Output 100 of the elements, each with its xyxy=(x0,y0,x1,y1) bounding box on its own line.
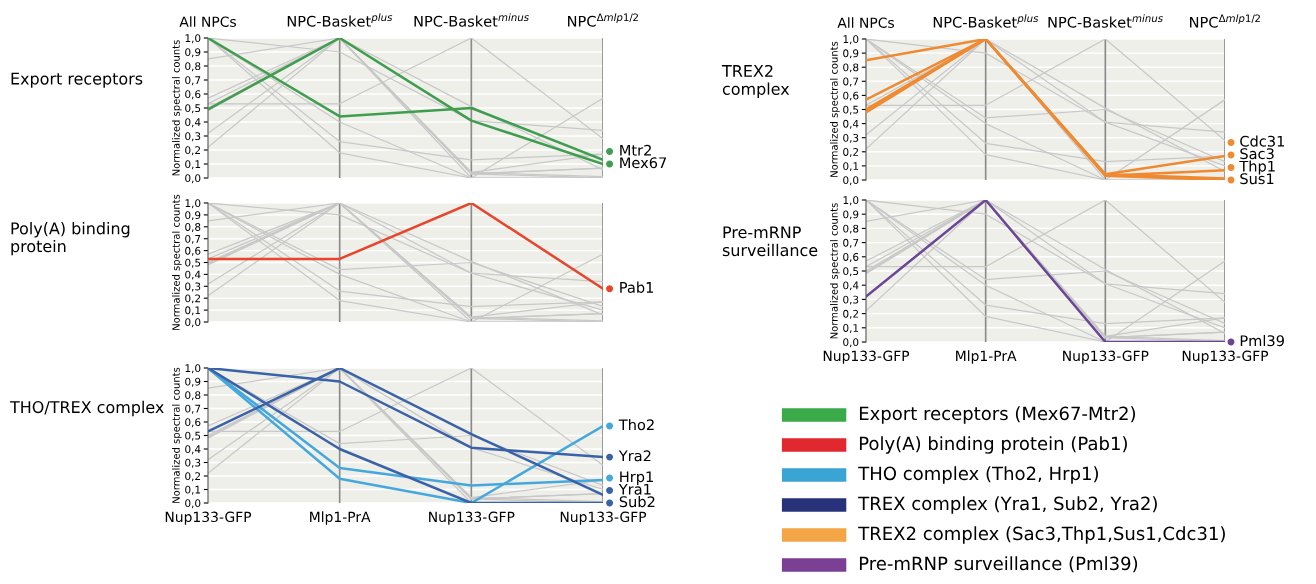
y-tick-label: 0,1 xyxy=(185,485,201,495)
y-tick-label: 0,0 xyxy=(843,176,859,186)
legend-label: Tho2 xyxy=(618,418,654,431)
y-tick-label: 0,2 xyxy=(843,309,859,319)
y-tick-label: 0,4 xyxy=(185,118,201,128)
text: THO/TREX complex xyxy=(9,400,164,417)
x-tick-label: All NPCs xyxy=(837,17,894,28)
y-tick-label: 0,6 xyxy=(185,246,201,256)
y-tick-label: 0,6 xyxy=(843,91,859,101)
y-tick-label: 0,3 xyxy=(185,458,201,468)
legend-label: Mex67 xyxy=(620,157,667,169)
x-tick-label: NPC-Basket$^{plus}$ xyxy=(287,13,393,27)
category-label: TREX complex (Yra1, Sub2, Yra2) xyxy=(858,496,1157,514)
y-tick-label: 0,5 xyxy=(843,267,859,277)
y-tick-label: 0,1 xyxy=(843,324,859,333)
category-label: Poly(A) binding protein (Pab1) xyxy=(859,436,1127,454)
text: Export receptors xyxy=(11,72,143,88)
x-tick-label: NPC-Basket$^{minus}$ xyxy=(1048,14,1163,28)
y-tick-label: 1,0 xyxy=(843,196,859,206)
y-tick-label: 0,2 xyxy=(185,146,201,156)
legend-label: Sus1 xyxy=(1240,173,1274,185)
y-tick-label: 0,8 xyxy=(185,62,201,72)
y-tick-label: 0,2 xyxy=(843,148,859,157)
y-tick-label: 0,4 xyxy=(843,119,859,129)
legend-label: Sub2 xyxy=(619,495,655,508)
y-tick-label: 0,1 xyxy=(185,306,201,316)
y-tick-label: 0,6 xyxy=(185,418,201,428)
category-label: Pre-mRNP surveillance (Pml39) xyxy=(859,556,1138,573)
y-tick-label: 0,3 xyxy=(185,282,201,292)
y-tick-label: 0,9 xyxy=(185,211,201,221)
text: Pre-mRNP surveillance xyxy=(722,226,818,257)
text: TREX2 complex xyxy=(721,64,790,98)
y-tick-label: 0,8 xyxy=(843,224,859,234)
y-tick-label: 1,0 xyxy=(185,364,201,374)
x-tick-label: NPC$^{Δmlp1/2}$ xyxy=(568,13,638,27)
y-tick-label: 0,1 xyxy=(843,162,859,172)
category-label: Export receptors (Mex67-Mtr2) xyxy=(859,406,1136,424)
y-tick-label: 0,5 xyxy=(185,431,201,441)
y-tick-label: 0,8 xyxy=(185,223,201,232)
y-tick-label: 0,8 xyxy=(185,391,201,401)
category-label: TREX2 complex (Sac3,Thp1,Sus1,Cdc31) xyxy=(858,526,1225,544)
y-tick-label: 0,6 xyxy=(185,90,201,100)
legend-label: Yra1 xyxy=(618,483,651,495)
y-tick-label: 0,5 xyxy=(843,105,859,115)
x-tick-label: Mlp1-PrA xyxy=(310,511,371,525)
x-tick-label: Nup133-GFP xyxy=(823,350,910,364)
y-tick-label: 0,0 xyxy=(185,499,201,509)
y-axis-title: Normalized spectral counts xyxy=(172,367,182,503)
y-tick-label: 0,8 xyxy=(843,63,859,73)
y-tick-label: 0,5 xyxy=(185,104,201,114)
x-tick-label: Nup133-GFP xyxy=(560,511,647,525)
legend-label: Sac3 xyxy=(1240,148,1274,160)
category-label: THO complex (Tho2, Hrp1) xyxy=(858,466,1098,484)
y-tick-label: 1,0 xyxy=(843,35,859,45)
y-tick-label: 0,0 xyxy=(843,338,859,348)
y-tick-label: 0,5 xyxy=(185,258,201,268)
x-tick-label: NPC$^{Δmlp1/2}$ xyxy=(1190,14,1260,28)
legend-label: Yra2 xyxy=(618,450,651,462)
y-tick-label: 0,7 xyxy=(185,76,201,86)
y-tick-label: 0,3 xyxy=(843,133,859,143)
x-tick-label: Nup133-GFP xyxy=(165,511,252,525)
x-tick-label: NPC-Basket$^{plus}$ xyxy=(933,14,1039,28)
y-tick-label: 0,3 xyxy=(185,132,201,142)
y-tick-label: 0,7 xyxy=(843,238,859,248)
x-tick-label: NPC-Basket$^{minus}$ xyxy=(414,13,529,27)
y-tick-label: 0,9 xyxy=(843,210,859,220)
legend-label: Mtr2 xyxy=(620,144,651,156)
legend-label: Pab1 xyxy=(620,281,654,293)
y-tick-label: 0,1 xyxy=(185,160,201,170)
y-tick-label: 0,0 xyxy=(185,174,201,184)
x-tick-label: Nup133-GFP xyxy=(1182,350,1269,364)
y-tick-label: 0,9 xyxy=(185,377,201,387)
y-axis-title: Normalized spectral counts xyxy=(830,203,840,339)
y-tick-label: 1,0 xyxy=(185,199,201,209)
y-tick-label: 0,9 xyxy=(185,48,201,58)
y-tick-label: 0,2 xyxy=(185,294,201,304)
y-tick-label: 0,4 xyxy=(185,270,201,280)
y-axis-title: Normalized spectral counts xyxy=(172,40,182,176)
legend-label: Cdc31 xyxy=(1240,135,1285,147)
legend-label: Pml39 xyxy=(1240,334,1284,347)
y-tick-label: 0,3 xyxy=(843,295,859,305)
y-tick-label: 0,7 xyxy=(185,234,201,244)
y-tick-label: 0,2 xyxy=(185,472,201,482)
y-tick-label: 0,4 xyxy=(843,281,859,291)
y-axis-title: Normalized spectral counts xyxy=(172,194,182,330)
y-tick-label: 1,0 xyxy=(185,34,201,44)
y-tick-label: 0,9 xyxy=(843,49,859,59)
x-tick-label: Nup133-GFP xyxy=(429,511,515,525)
legend-label: Thp1 xyxy=(1239,160,1275,175)
y-tick-label: 0,7 xyxy=(185,404,201,414)
x-tick-label: All NPCs xyxy=(179,16,236,27)
legend-label: Hrp1 xyxy=(620,471,653,486)
y-tick-label: 0,6 xyxy=(843,253,859,262)
x-tick-label: Nup133-GFP xyxy=(1063,350,1149,364)
y-tick-label: 0,0 xyxy=(185,318,201,328)
y-tick-label: 0,4 xyxy=(185,445,201,455)
text: Poly(A) binding protein xyxy=(11,222,130,256)
x-tick-label: Mlp1-PrA xyxy=(956,350,1017,364)
y-axis-title: Normalized spectral counts xyxy=(830,41,840,177)
y-tick-label: 0,7 xyxy=(843,77,859,87)
